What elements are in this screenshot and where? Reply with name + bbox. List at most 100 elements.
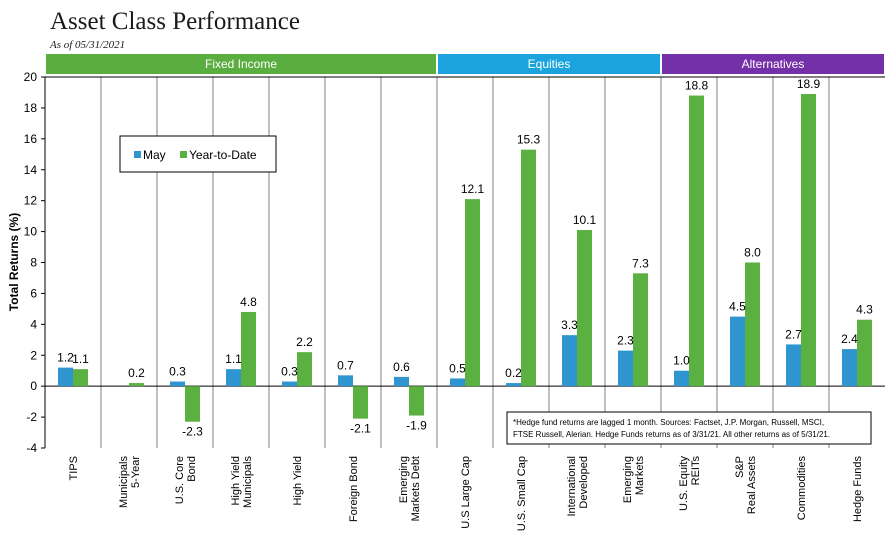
bar-may	[58, 367, 73, 387]
data-label-ytd: 1.1	[72, 352, 89, 366]
legend: May Year-to-Date	[119, 135, 277, 173]
y-tick-label: 4	[30, 317, 37, 331]
group-label-0: Fixed Income	[205, 57, 277, 71]
bar-ytd	[353, 386, 368, 419]
data-label-may: 4.5	[729, 300, 746, 314]
data-label-ytd: 0.2	[128, 366, 145, 380]
bar-ytd	[745, 262, 760, 387]
data-label-ytd: 4.8	[240, 295, 257, 309]
data-label-ytd: -1.9	[406, 419, 427, 433]
bar-may	[282, 381, 297, 387]
category-label: InternationalDeveloped	[566, 456, 590, 517]
category-label: U.S. CoreBond	[174, 456, 198, 504]
bar-ytd	[409, 386, 424, 416]
data-label-ytd: 7.3	[632, 256, 649, 270]
group-band-1	[438, 54, 660, 74]
data-label-ytd: 8.0	[744, 246, 761, 260]
bar-may	[562, 335, 577, 387]
data-label-ytd: 18.8	[685, 79, 709, 93]
bar-ytd	[129, 383, 144, 387]
bar-ytd	[185, 386, 200, 422]
y-tick-label: 2	[30, 348, 37, 362]
data-label-may: 0.3	[281, 365, 298, 379]
y-tick-label: 6	[30, 286, 37, 300]
legend-swatch-ytd	[180, 151, 187, 158]
y-tick-label: -2	[26, 410, 37, 424]
y-tick-label: -4	[26, 441, 37, 455]
data-label-may: 1.1	[225, 352, 242, 366]
data-label-may: 0.5	[449, 361, 466, 375]
category-label: EmergingMarkets Debt	[398, 456, 422, 521]
y-tick-label: 0	[30, 379, 37, 393]
category-label: EmergingMarkets	[622, 456, 646, 504]
category-label: High Yield	[292, 456, 304, 506]
data-label-may: 1.2	[57, 351, 74, 365]
bar-ytd	[801, 94, 816, 387]
note-line-1: *Hedge fund returns are lagged 1 month. …	[513, 418, 824, 427]
data-label-ytd: -2.1	[350, 422, 371, 436]
bar-ytd	[633, 273, 648, 387]
data-label-ytd: 4.3	[856, 303, 873, 317]
y-tick-label: 12	[24, 194, 38, 208]
bar-may	[450, 378, 465, 387]
bar-may	[730, 316, 745, 387]
bar-may	[506, 383, 521, 387]
data-label-may: 1.0	[673, 354, 690, 368]
data-label-may: 0.2	[505, 366, 522, 380]
data-label-may: 0.7	[337, 358, 354, 372]
group-label-1: Equities	[528, 57, 571, 71]
legend-label-may: May	[143, 148, 166, 162]
bar-ytd	[857, 319, 872, 387]
y-tick-label: 16	[24, 132, 38, 146]
y-tick-label: 20	[24, 70, 38, 84]
category-label: TIPS	[68, 456, 80, 480]
category-label: Municipals5-Year	[118, 456, 142, 508]
bar-may	[170, 381, 185, 387]
bar-ytd	[689, 95, 704, 387]
category-label: U.S. EquityREITs	[678, 456, 702, 512]
category-label: Hedge Funds	[852, 456, 864, 523]
chart-title: Asset Class Performance	[50, 8, 300, 35]
note-line-2: FTSE Russell, Alerian. Hedge Funds retur…	[513, 430, 830, 439]
data-label-ytd: 2.2	[296, 335, 313, 349]
bar-ytd	[521, 149, 536, 387]
legend-label-ytd: Year-to-Date	[189, 148, 257, 162]
bar-ytd	[73, 369, 88, 387]
bar-may	[338, 375, 353, 387]
data-label-ytd: -2.3	[182, 425, 203, 439]
bar-ytd	[465, 199, 480, 387]
data-label-may: 0.3	[169, 365, 186, 379]
bar-may	[674, 370, 689, 387]
bar-may	[842, 349, 857, 387]
bar-ytd	[241, 311, 256, 387]
group-label-2: Alternatives	[742, 57, 805, 71]
data-label-ytd: 15.3	[517, 133, 541, 147]
bar-may	[394, 376, 409, 387]
data-label-may: 2.4	[841, 332, 858, 346]
y-tick-label: 10	[24, 225, 38, 239]
group-band-2	[662, 54, 884, 74]
sources-note: *Hedge fund returns are lagged 1 month. …	[506, 411, 872, 445]
bar-ytd	[297, 352, 312, 387]
y-tick-label: 18	[24, 101, 38, 115]
bar-may	[786, 344, 801, 387]
y-tick-label: 8	[30, 256, 37, 270]
data-label-may: 2.7	[785, 327, 802, 341]
chart-subtitle: As of 05/31/2021	[50, 39, 126, 51]
category-label: Commodities	[796, 456, 808, 521]
category-label: U.S Large Cap	[460, 456, 472, 529]
bar-ytd	[577, 230, 592, 387]
data-label-ytd: 10.1	[573, 213, 597, 227]
data-label-may: 2.3	[617, 334, 634, 348]
legend-swatch-may	[134, 151, 141, 158]
data-label-ytd: 18.9	[797, 77, 821, 91]
category-label: High YieldMunicipals	[230, 456, 254, 508]
category-label: S&PReal Assets	[734, 456, 758, 515]
y-tick-label: 14	[24, 163, 38, 177]
data-label-may: 0.6	[393, 360, 410, 374]
bar-may	[618, 350, 633, 387]
data-label-may: 3.3	[561, 318, 578, 332]
group-band-0	[46, 54, 436, 74]
y-axis-label: Total Returns (%)	[7, 213, 21, 311]
